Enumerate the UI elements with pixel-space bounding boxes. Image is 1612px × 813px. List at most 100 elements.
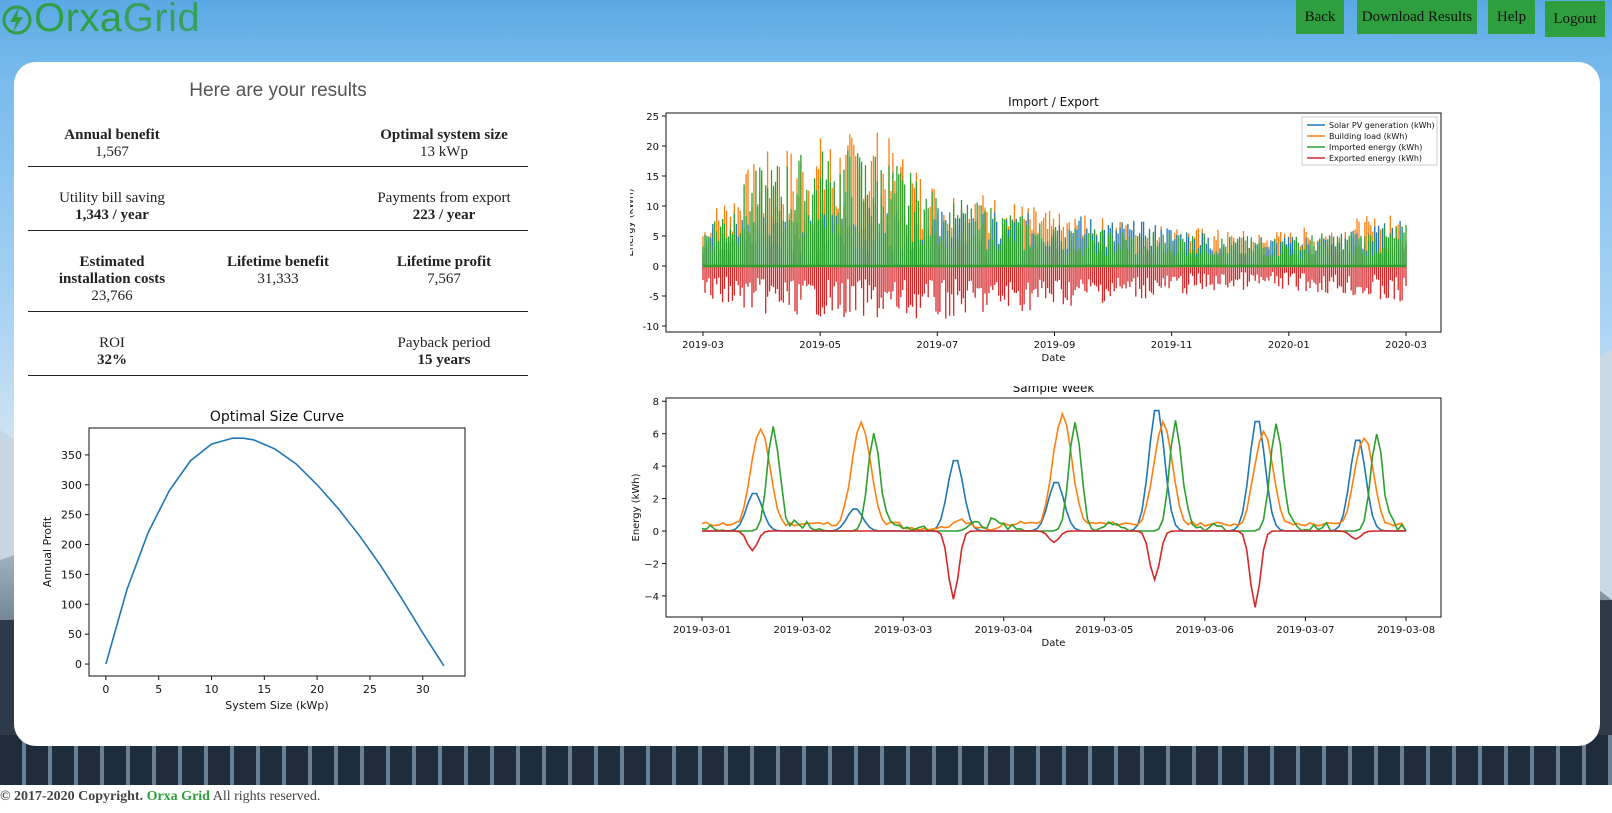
- y-tick-label: 150: [61, 568, 82, 581]
- x-axis-label: Date: [1042, 638, 1066, 649]
- import-export-chart: Import / Export 2019-03 2019-05 2019-07 2019…: [630, 95, 1442, 364]
- y-tick-label: 25: [646, 112, 659, 123]
- app-logo[interactable]: Orxa Grid: [0, 0, 200, 40]
- y-tick-label: 350: [61, 449, 82, 462]
- bill-saving-value: 1,343 / year: [75, 207, 149, 223]
- x-tick-label: 2019-03-07: [1276, 625, 1334, 636]
- results-row-2: Utility bill saving 1,343 / year Payment…: [28, 166, 528, 231]
- logo-text-orxa: Orxa: [34, 0, 123, 40]
- x-tick-label: 20: [310, 683, 324, 696]
- y-tick-label: 250: [61, 509, 82, 522]
- y-tick-label: 20: [646, 142, 659, 153]
- y-tick-label: 8: [653, 397, 659, 408]
- y-tick-label: -10: [643, 322, 659, 333]
- y-tick-label: 10: [646, 202, 659, 213]
- x-tick-label: 2019-03: [682, 340, 724, 351]
- building-load-series: [701, 411, 1407, 532]
- x-tick-label: 2019-09: [1034, 340, 1076, 351]
- x-tick-label: 25: [363, 683, 377, 696]
- chart-title: Import / Export: [1008, 95, 1099, 109]
- y-tick-label: 2: [653, 495, 659, 506]
- logo-text-grid: Grid: [122, 0, 201, 40]
- sample-week-chart: Sample Week 2019-03-01 2019-03-02 2019-03-0…: [631, 386, 1442, 649]
- y-axis-label: Energy (kWh): [630, 188, 636, 256]
- y-tick-label: -5: [649, 292, 659, 303]
- x-tick-label: 5: [155, 683, 162, 696]
- y-tick-label: −4: [644, 592, 659, 603]
- x-tick-label: 10: [205, 683, 219, 696]
- x-tick-label: 2019-11: [1151, 340, 1193, 351]
- results-row-1: Annual benefit 1,567 Optimal system size…: [28, 118, 528, 167]
- y-tick-label: 0: [653, 527, 659, 538]
- annual-benefit-label: Annual benefit: [64, 127, 160, 143]
- x-tick-label: 2020-03: [1385, 340, 1427, 351]
- x-tick-label: 2019-03-06: [1176, 625, 1234, 636]
- legend-label: Imported energy (kWh): [1329, 143, 1422, 152]
- roi-label: ROI: [99, 335, 125, 351]
- payback-value: 15 years: [417, 352, 471, 368]
- imported-energy-series: [702, 150, 1407, 266]
- payback-label: Payback period: [397, 335, 491, 351]
- x-tick-label: 2019-03-02: [774, 625, 832, 636]
- help-button[interactable]: Help: [1488, 0, 1535, 34]
- footer-brand-link[interactable]: Orxa Grid: [146, 789, 210, 804]
- logout-button[interactable]: Logout: [1545, 1, 1605, 37]
- x-tick-label: 2019-07: [916, 340, 958, 351]
- x-tick-label: 2019-03-01: [673, 625, 731, 636]
- y-axis-label: Energy (kWh): [631, 473, 642, 541]
- x-tick-label: 2019-03-05: [1075, 625, 1133, 636]
- optimal-size-label: Optimal system size: [380, 127, 508, 143]
- lifetime-profit-label: Lifetime profit: [396, 254, 492, 270]
- download-results-button[interactable]: Download Results: [1357, 0, 1477, 34]
- y-tick-label: 4: [653, 462, 659, 473]
- legend-label: Solar PV generation (kWh): [1329, 121, 1435, 130]
- exported-energy-series: [702, 530, 1406, 608]
- export-payments-label: Payments from export: [377, 190, 511, 206]
- y-tick-label: 15: [646, 172, 659, 183]
- x-tick-label: 0: [102, 683, 109, 696]
- results-title: Here are your results: [189, 80, 367, 101]
- roi-value: 32%: [97, 352, 127, 368]
- plot-frame: [665, 397, 1442, 618]
- x-tick-label: 2019-03-04: [975, 625, 1033, 636]
- x-axis-label: System Size (kWp): [225, 699, 328, 712]
- export-payments-value: 223 / year: [412, 207, 476, 223]
- legend-label: Exported energy (kWh): [1329, 154, 1422, 163]
- y-tick-label: −2: [644, 559, 659, 570]
- bill-saving-label: Utility bill saving: [59, 190, 165, 206]
- y-tick-label: 200: [61, 539, 82, 552]
- results-row-4: ROI 32% Payback period 15 years: [28, 311, 528, 376]
- profit-curve-line: [105, 437, 445, 667]
- x-tick-label: 2019-03-08: [1377, 625, 1435, 636]
- x-tick-label: 2019-05: [799, 340, 841, 351]
- y-tick-label: 50: [68, 628, 82, 641]
- optimal-size-value: 13 kWp: [420, 144, 468, 160]
- footer-copyright: © 2017-2020 Copyright.: [0, 789, 144, 804]
- back-button[interactable]: Back: [1296, 0, 1344, 34]
- y-tick-label: 5: [653, 232, 659, 243]
- y-axis-label: Annual Profit: [41, 516, 54, 587]
- lifetime-benefit-label: Lifetime benefit: [226, 254, 330, 270]
- lifetime-benefit-value: 31,333: [257, 271, 299, 287]
- footer: © 2017-2020 Copyright. Orxa Grid All rig…: [0, 789, 320, 805]
- install-costs-value: 23,766: [91, 288, 133, 304]
- x-tick-label: 2020-01: [1268, 340, 1310, 351]
- y-tick-label: 6: [653, 430, 659, 441]
- chart-title: Sample Week: [1013, 386, 1095, 395]
- lifetime-profit-value: 7,567: [427, 271, 461, 287]
- y-tick-label: 0: [75, 658, 82, 671]
- x-tick-label: 15: [257, 683, 271, 696]
- exported-energy-series: [702, 266, 1407, 319]
- install-costs-label: Estimated installation costs: [58, 254, 166, 287]
- y-tick-label: 0: [653, 262, 659, 273]
- footer-rights: All rights reserved.: [212, 789, 321, 804]
- x-tick-label: 30: [416, 683, 430, 696]
- plot-frame: [88, 427, 466, 677]
- annual-benefit-value: 1,567: [95, 144, 129, 160]
- x-axis-label: Date: [1042, 353, 1066, 364]
- power-bolt-icon: [2, 5, 32, 35]
- chart-title: Optimal Size Curve: [210, 410, 344, 425]
- results-row-3: Estimated installation costs 23,766 Lifet…: [28, 230, 528, 312]
- y-tick-label: 300: [61, 479, 82, 492]
